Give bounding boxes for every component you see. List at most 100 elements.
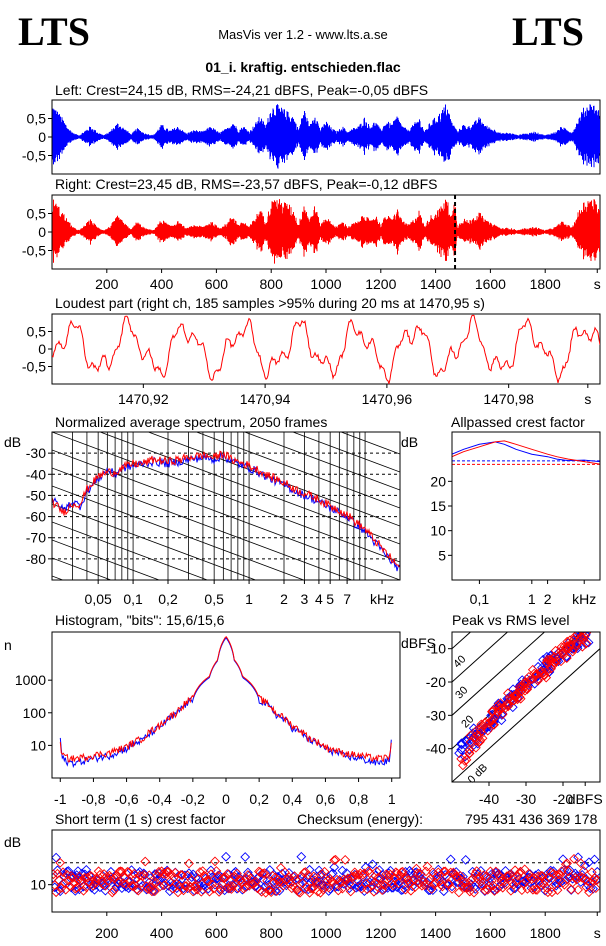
short-term-point xyxy=(52,872,59,883)
x-tick-label: 200 xyxy=(95,276,119,292)
x-tick-label: 1470,92 xyxy=(118,391,169,407)
short-term-crest-title: Short term (1 s) crest factor xyxy=(55,811,226,827)
short-term-point xyxy=(141,884,152,895)
x-tick-label: -0,2 xyxy=(181,791,205,807)
short-term-point xyxy=(66,871,77,881)
short-term-point xyxy=(329,855,340,866)
short-term-point xyxy=(92,874,103,884)
x-tick-label: 1200 xyxy=(365,925,396,941)
short-term-point xyxy=(243,870,253,880)
x-tick-label: s xyxy=(584,391,591,407)
y-tick-label: 0,5 xyxy=(27,206,47,222)
short-term-point xyxy=(114,866,124,877)
short-term-point xyxy=(108,885,119,896)
x-tick-label: 800 xyxy=(260,276,284,292)
short-term-point xyxy=(562,858,572,869)
spectrum-slope-line xyxy=(52,521,209,580)
peak-rms-ylabel: dBFS xyxy=(401,635,436,651)
peak-rms-point xyxy=(488,720,499,730)
x-tick-label: 2 xyxy=(544,591,552,607)
short-term-point xyxy=(207,879,218,890)
short-term-point xyxy=(310,875,320,886)
short-term-point xyxy=(251,876,261,887)
short-term-point xyxy=(162,867,172,877)
short-term-point xyxy=(155,881,166,892)
histogram-ylabel: n xyxy=(4,637,12,653)
short-term-point xyxy=(117,866,127,877)
short-term-point xyxy=(258,868,268,879)
crest-factor-title: Allpassed crest factor xyxy=(451,414,585,430)
short-term-point xyxy=(504,870,515,880)
y-tick-label: -60 xyxy=(26,509,46,525)
short-term-point xyxy=(378,879,389,890)
peak-rms-point xyxy=(474,731,484,742)
short-term-point xyxy=(166,869,177,880)
peak-rms-point xyxy=(561,653,572,663)
short-term-point xyxy=(184,858,194,869)
peak-rms-point xyxy=(476,719,487,730)
short-term-point xyxy=(81,882,92,893)
crest-ylabel: dB xyxy=(401,434,418,450)
x-tick-label: 4 xyxy=(315,591,323,607)
x-tick-label: 600 xyxy=(205,276,229,292)
short-term-point xyxy=(192,884,203,895)
short-term-point xyxy=(95,869,105,880)
y-tick-label: -0,5 xyxy=(22,148,46,164)
logo-right: LTS xyxy=(512,9,584,54)
crest-series-left xyxy=(452,441,600,463)
short-term-point xyxy=(321,882,331,892)
short-term-point xyxy=(454,887,464,898)
short-term-point xyxy=(204,886,215,897)
short-term-point xyxy=(406,885,416,896)
short-term-point xyxy=(344,878,355,889)
x-tick-label: 0,4 xyxy=(283,791,303,807)
short-term-point xyxy=(175,870,186,880)
peak-rms-point xyxy=(476,726,486,737)
left-waveform-series xyxy=(52,104,600,169)
peak-rms-point xyxy=(456,745,467,755)
short-term-point xyxy=(199,880,209,891)
short-term-point xyxy=(473,874,483,885)
spectrum-slope-line xyxy=(52,630,400,760)
spectrum-frame xyxy=(51,431,401,581)
peak-rms-point xyxy=(538,667,549,678)
logo-left: LTS xyxy=(18,9,90,54)
short-term-point xyxy=(274,877,285,888)
short-term-point xyxy=(314,877,324,888)
short-term-point xyxy=(460,855,471,865)
x-tick-label: 2 xyxy=(280,591,288,607)
short-term-point xyxy=(485,866,496,877)
short-term-point xyxy=(325,874,335,884)
y-tick-label: 10 xyxy=(430,523,446,539)
spectrum-slope-line xyxy=(52,539,161,580)
short-term-point xyxy=(196,886,207,897)
peak-rms-diagonal xyxy=(452,648,600,782)
short-term-point xyxy=(443,878,453,889)
short-term-point xyxy=(573,852,583,863)
file-name: 01_i. kraftig. entschieden.flac xyxy=(205,59,401,75)
short-term-point xyxy=(311,877,322,888)
peak-rms-point xyxy=(580,632,591,640)
y-tick-label: 100 xyxy=(23,705,47,721)
short-term-point xyxy=(240,882,251,892)
short-term-point xyxy=(170,867,181,878)
short-term-ylabel: dB xyxy=(4,834,21,850)
short-term-point xyxy=(144,870,155,881)
peak-rms-point xyxy=(548,660,559,671)
loudest-part-title: Loudest part (right ch, 185 samples >95%… xyxy=(55,295,485,311)
peak-rms-frame xyxy=(451,631,601,783)
left-waveform-title: Left: Crest=24,15 dB, RMS=-24,21 dBFS, P… xyxy=(55,82,429,98)
short-term-point xyxy=(300,867,311,877)
short-term-point xyxy=(489,886,500,896)
short-term-point xyxy=(151,877,161,888)
y-tick-label: 15 xyxy=(430,498,446,514)
short-term-point xyxy=(78,885,89,896)
short-term-point xyxy=(559,879,570,890)
short-term-point xyxy=(497,882,508,893)
y-tick-label: 0 xyxy=(38,129,46,145)
short-term-point xyxy=(445,867,456,878)
short-term-point xyxy=(534,878,545,889)
y-tick-label: 10 xyxy=(30,737,46,753)
peak-rms-point xyxy=(504,692,515,703)
short-term-point xyxy=(447,881,457,892)
